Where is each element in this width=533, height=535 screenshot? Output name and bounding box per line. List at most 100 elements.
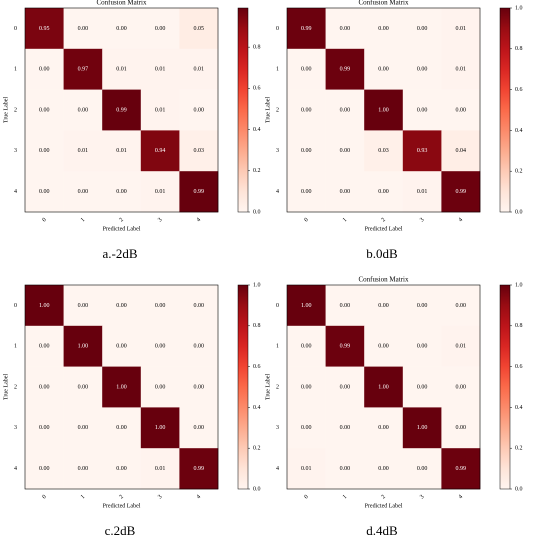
x-tick-label: 4 xyxy=(458,217,464,223)
y-tick-label: 1 xyxy=(276,344,279,350)
heatmap-cell xyxy=(102,8,142,50)
cell-label: 0.00 xyxy=(39,384,50,390)
cell-label: 0.94 xyxy=(155,148,166,154)
colorbar-tick-label: 0.6 xyxy=(515,364,523,370)
cell-label: 0.01 xyxy=(78,148,89,154)
heatmap-cell xyxy=(63,130,103,172)
heatmap-cell xyxy=(287,48,326,90)
cell-label: 0.00 xyxy=(417,303,428,309)
heatmap-cell xyxy=(102,285,142,327)
x-tick-label: 2 xyxy=(381,217,387,223)
cell-label: 0.00 xyxy=(301,425,312,431)
heatmap-cell xyxy=(364,407,404,449)
cell-label: 0.99 xyxy=(455,466,466,472)
cell-label: 0.00 xyxy=(193,344,204,350)
heatmap-cell xyxy=(402,407,442,449)
heatmap-cell xyxy=(63,407,103,449)
cell-label: 1.00 xyxy=(78,344,89,350)
heatmap-cell xyxy=(364,48,404,90)
colorbar-tick-label: 0.8 xyxy=(253,45,261,51)
x-tick-label: 0 xyxy=(303,494,309,500)
y-tick-label: 2 xyxy=(276,384,279,390)
cell-label: 0.00 xyxy=(116,344,127,350)
heatmap-cell xyxy=(441,48,481,90)
heatmap-cell xyxy=(179,171,219,213)
cell-label: 0.00 xyxy=(378,26,389,32)
heatmap-cell xyxy=(402,366,442,408)
cell-label: 0.00 xyxy=(417,26,428,32)
heatmap-cell xyxy=(287,407,326,449)
cell-label: 1.00 xyxy=(378,384,389,390)
plot-frame xyxy=(286,7,481,213)
heatmap-cell xyxy=(441,448,481,490)
heatmap-cell xyxy=(287,89,326,131)
cell-label: 0.00 xyxy=(193,303,204,309)
colorbar-tick-label: 0.0 xyxy=(253,209,261,215)
heatmap-cell xyxy=(402,8,442,50)
cell-label: 0.00 xyxy=(378,344,389,350)
cell-label: 0.01 xyxy=(155,189,166,195)
x-tick-label: 1 xyxy=(342,217,348,223)
heatmap-cell xyxy=(179,366,219,408)
cell-label: 0.00 xyxy=(78,384,89,390)
heatmap-cell xyxy=(25,171,64,213)
cell-label: 0.00 xyxy=(116,303,127,309)
cell-label: 0.00 xyxy=(39,189,50,195)
cell-label: 0.99 xyxy=(116,107,127,113)
colorbar-tick-label: 0.2 xyxy=(515,169,523,175)
cell-label: 0.00 xyxy=(78,26,89,32)
cell-label: 1.00 xyxy=(155,425,166,431)
cell-label: 0.00 xyxy=(340,303,351,309)
cell-label: 0.01 xyxy=(116,67,127,73)
heatmap-cell xyxy=(402,325,442,367)
cell-label: 0.00 xyxy=(301,107,312,113)
y-tick-label: 1 xyxy=(14,344,17,350)
heatmap-cell xyxy=(441,285,481,327)
heatmap-cell xyxy=(441,171,481,213)
y-tick-label: 0 xyxy=(276,26,279,32)
heatmap-cell xyxy=(325,171,365,213)
colorbar-tick-label: 0.2 xyxy=(253,446,261,452)
heatmap-cell xyxy=(140,285,180,327)
caption: d.4dB xyxy=(366,523,398,535)
cell-label: 0.00 xyxy=(378,425,389,431)
x-tick-label: 0 xyxy=(41,217,47,223)
heatmap-cell xyxy=(364,285,404,327)
y-axis-label: True Label xyxy=(3,97,9,124)
heatmap-cell xyxy=(179,407,219,449)
cell-label: 0.00 xyxy=(155,303,166,309)
heatmap-cell xyxy=(287,325,326,367)
x-axis-label: Predicted Label xyxy=(103,503,141,509)
colorbar-tick-label: 0.4 xyxy=(515,405,523,411)
heatmap-cell xyxy=(102,366,142,408)
cell-label: 0.00 xyxy=(417,466,428,472)
heatmap-cell xyxy=(102,89,142,131)
cell-label: 0.01 xyxy=(116,148,127,154)
heatmap-cell xyxy=(140,8,180,50)
heatmap-cell xyxy=(63,325,103,367)
y-tick-label: 0 xyxy=(276,303,279,309)
colorbar-tick-label: 1.0 xyxy=(515,5,523,11)
heatmap-cell xyxy=(325,325,365,367)
cell-label: 0.00 xyxy=(340,107,351,113)
heatmap-cell xyxy=(63,366,103,408)
colorbar-tick-label: 0.8 xyxy=(253,323,261,329)
heatmap-cell xyxy=(402,171,442,213)
heatmap-cell xyxy=(287,171,326,213)
cell-label: 1.00 xyxy=(39,303,50,309)
colorbar-tick-label: 0.0 xyxy=(515,486,523,492)
cell-label: 0.00 xyxy=(340,148,351,154)
cell-label: 1.00 xyxy=(378,107,389,113)
cell-label: 0.00 xyxy=(417,107,428,113)
heatmap-cell xyxy=(63,48,103,90)
cell-label: 0.00 xyxy=(78,425,89,431)
x-tick-label: 3 xyxy=(419,494,425,500)
heatmap-cell xyxy=(364,130,404,172)
heatmap-cell xyxy=(102,48,142,90)
colorbar xyxy=(237,7,249,213)
heatmap-cell xyxy=(102,407,142,449)
heatmap-cell xyxy=(140,448,180,490)
cell-label: 0.00 xyxy=(301,189,312,195)
